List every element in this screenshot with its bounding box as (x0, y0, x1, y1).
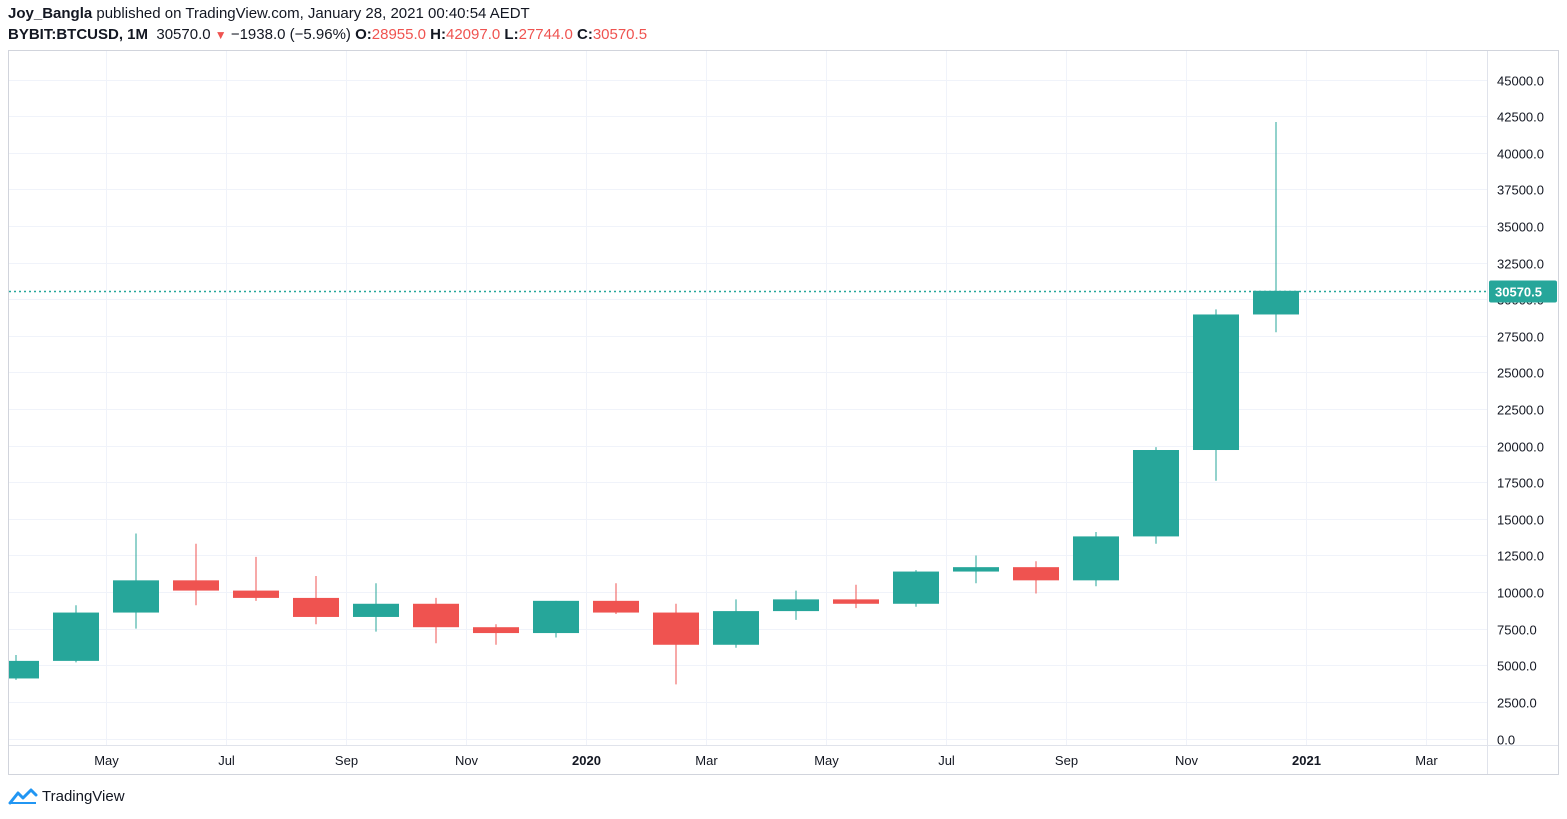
candle-body[interactable] (233, 590, 279, 598)
y-tick-label: 0.0 (1497, 733, 1515, 748)
publish-info: Joy_Bangla published on TradingView.com,… (8, 5, 530, 22)
candle-body[interactable] (353, 603, 399, 617)
last-price-label: 30570.5 (1495, 285, 1542, 300)
y-tick-label: 27500.0 (1497, 330, 1544, 345)
tradingview-branding[interactable]: TradingView (8, 787, 125, 805)
x-tick-label: 2020 (572, 753, 601, 768)
ohlc-legend: BYBIT:BTCUSD, 1M 30570.0 ▼ −1938.0 (−5.9… (8, 26, 647, 43)
y-tick-label: 32500.0 (1497, 257, 1544, 272)
y-tick-label: 42500.0 (1497, 110, 1544, 125)
candle-body[interactable] (473, 627, 519, 634)
low-value: 27744.0 (518, 26, 573, 43)
candle-body[interactable] (1013, 567, 1059, 581)
close-value: 30570.5 (592, 26, 648, 43)
x-tick-label: Nov (455, 753, 479, 768)
candle-body[interactable] (293, 597, 339, 617)
low-label: L: (504, 26, 519, 43)
close-label: C: (576, 26, 593, 43)
x-tick-label: Sep (335, 753, 358, 768)
y-tick-label: 20000.0 (1497, 440, 1544, 455)
chart-frame (8, 50, 1559, 775)
candle-body[interactable] (1253, 290, 1299, 315)
candle-body[interactable] (713, 611, 759, 645)
candle-body[interactable] (773, 599, 819, 612)
x-tick-label: 2021 (1292, 753, 1321, 768)
change-value: −1938.0 (−5.96%) (230, 26, 351, 43)
symbol-label: BYBIT:BTCUSD, 1M (8, 26, 149, 43)
y-tick-label: 45000.0 (1497, 74, 1544, 89)
candle-body[interactable] (9, 660, 39, 679)
y-tick-label: 17500.0 (1497, 476, 1544, 491)
x-tick-label: May (94, 753, 119, 768)
y-tick-label: 12500.0 (1497, 549, 1544, 564)
candle-body[interactable] (533, 600, 579, 634)
y-tick-label: 2500.0 (1497, 696, 1537, 711)
candle-body[interactable] (1133, 450, 1179, 537)
last-price: 30570.0 (156, 26, 211, 43)
x-tick-label: Jul (938, 753, 955, 768)
candle-body[interactable] (173, 580, 219, 591)
candle-body[interactable] (1073, 536, 1119, 581)
published-text: published on TradingView.com, January 28… (96, 5, 530, 22)
down-arrow-icon: ▼ (214, 28, 227, 42)
tradingview-logo-icon (8, 788, 38, 805)
y-tick-label: 10000.0 (1497, 586, 1544, 601)
x-tick-label: Jul (218, 753, 235, 768)
x-tick-label: Sep (1055, 753, 1078, 768)
y-tick-label: 22500.0 (1497, 403, 1544, 418)
high-label: H: (430, 26, 446, 43)
x-tick-label: Mar (695, 753, 718, 768)
y-tick-label: 7500.0 (1497, 623, 1537, 638)
candle-body[interactable] (833, 599, 879, 604)
open-value: 28955.0 (371, 26, 426, 43)
open-label: O: (355, 26, 372, 43)
x-tick-label: Mar (1415, 753, 1438, 768)
candle-body[interactable] (593, 600, 639, 613)
y-tick-label: 40000.0 (1497, 147, 1544, 162)
candle-body[interactable] (413, 603, 459, 628)
candle-body[interactable] (113, 580, 159, 613)
y-tick-label: 35000.0 (1497, 220, 1544, 235)
high-value: 42097.0 (446, 26, 501, 43)
candle-body[interactable] (893, 571, 939, 604)
candle-body[interactable] (1193, 314, 1239, 451)
y-tick-label: 5000.0 (1497, 659, 1537, 674)
y-tick-label: 15000.0 (1497, 513, 1544, 528)
candle-body[interactable] (653, 612, 699, 645)
author-name[interactable]: Joy_Bangla (8, 5, 93, 22)
x-tick-label: May (814, 753, 839, 768)
candle-body[interactable] (53, 612, 99, 661)
tradingview-brand-text: TradingView (42, 787, 125, 805)
y-tick-label: 25000.0 (1497, 366, 1544, 381)
y-tick-label: 37500.0 (1497, 183, 1544, 198)
x-tick-label: Nov (1175, 753, 1199, 768)
candle-body[interactable] (953, 567, 999, 572)
last-price-badge (1489, 280, 1557, 303)
